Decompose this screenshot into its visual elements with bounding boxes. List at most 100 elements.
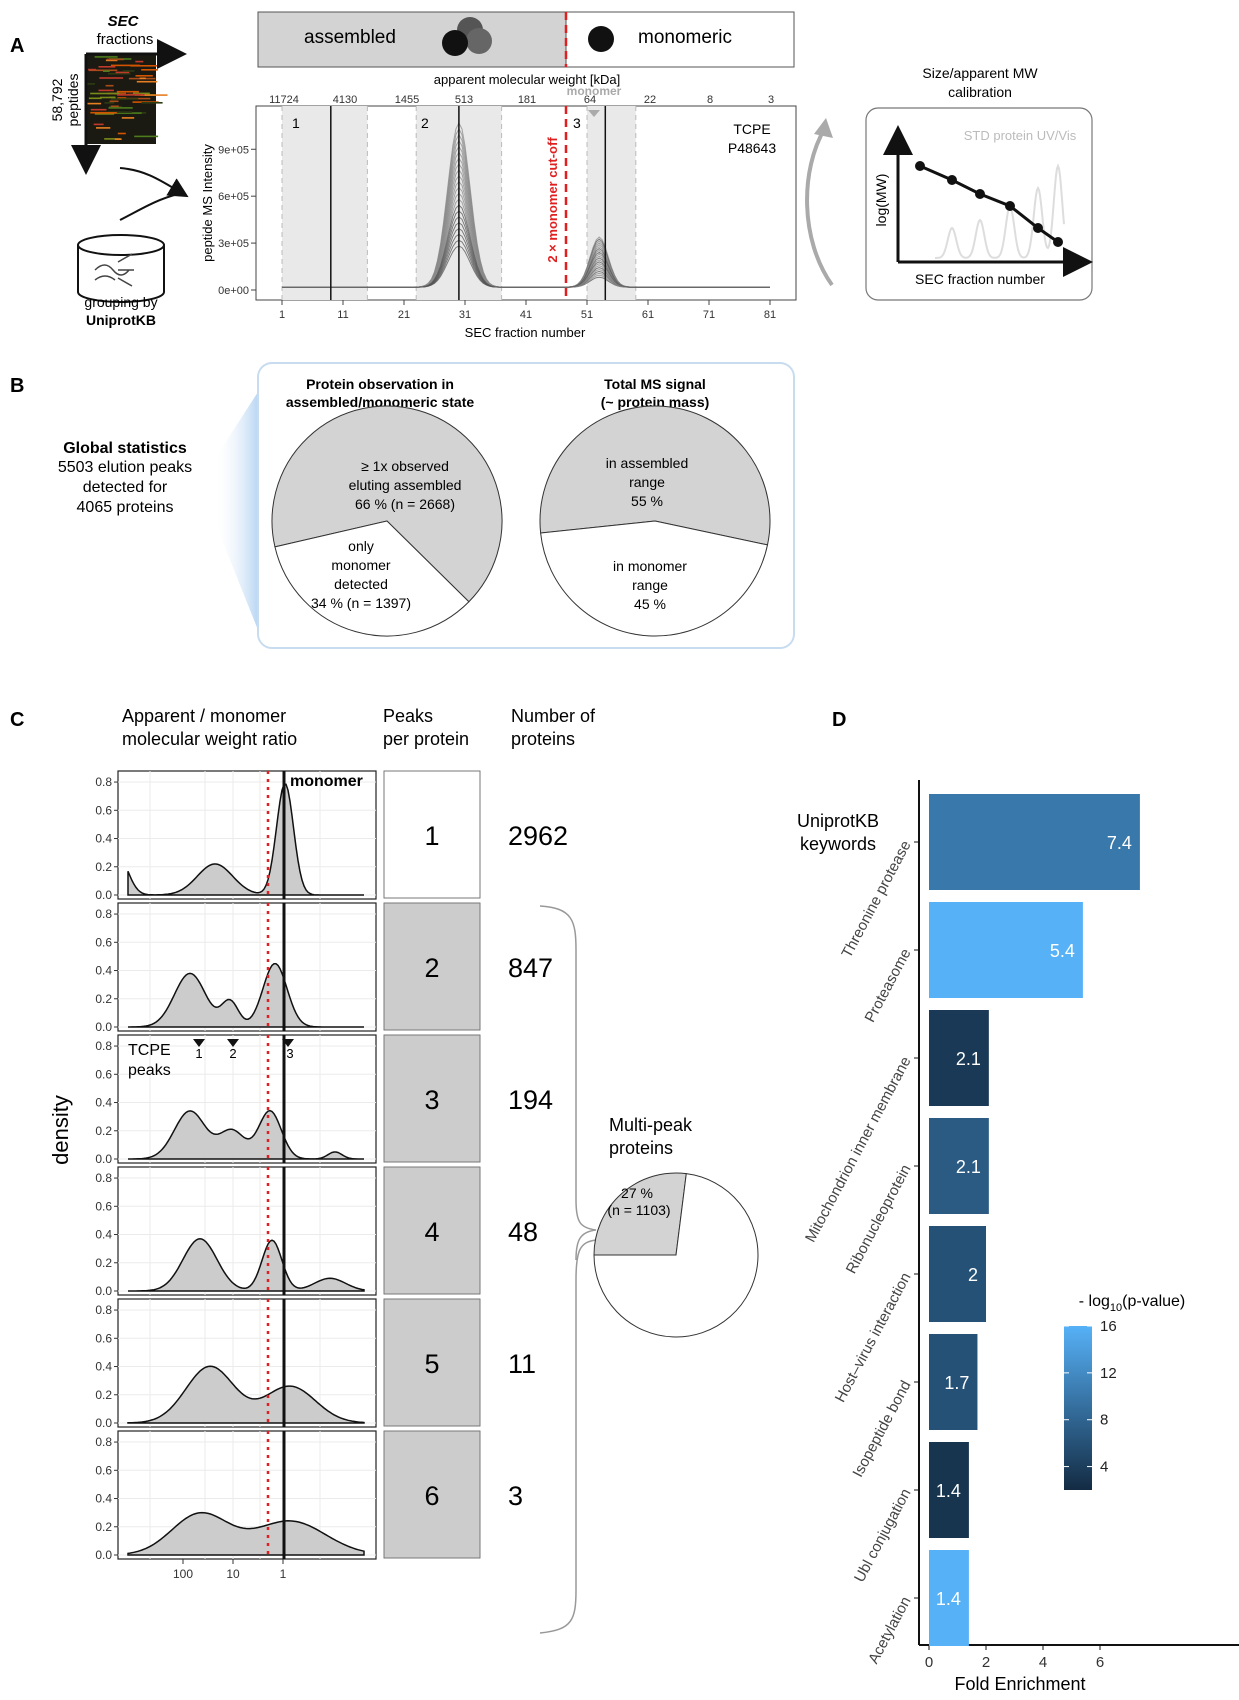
multi-peak-brace-lower bbox=[539, 1239, 597, 1634]
heatmap-stripe bbox=[100, 96, 116, 99]
protein-name: TCPE bbox=[733, 121, 770, 137]
calibration-point bbox=[975, 189, 985, 199]
density-y-tick-label: 0.6 bbox=[95, 803, 112, 817]
elution-y-title: peptide MS Intensity bbox=[200, 144, 215, 262]
density-y-tick-label: 0.8 bbox=[95, 1171, 112, 1185]
protein-count: 194 bbox=[508, 1085, 553, 1115]
global-stats-line-3: 4065 proteins bbox=[77, 499, 174, 516]
tcpe-marker bbox=[282, 1039, 294, 1047]
c-col1-header-2: molecular weight ratio bbox=[122, 729, 297, 749]
pie1-monomer-4: 34 % (n = 1397) bbox=[311, 595, 411, 611]
pie1-title-1: Protein observation in bbox=[306, 376, 454, 392]
database-icon bbox=[77, 234, 165, 303]
fold-enrichment-title: Fold Enrichment bbox=[954, 1674, 1085, 1694]
mw-tick-label: 11724 bbox=[269, 94, 299, 106]
heatmap-stripe bbox=[109, 100, 119, 103]
density-x-tick-label: 100 bbox=[173, 1567, 193, 1581]
density-y-tick-label: 0.2 bbox=[95, 1388, 112, 1402]
density-panel: 0.0 0.2 0.4 0.6 0.8 bbox=[95, 902, 377, 1034]
peak-window-shade bbox=[282, 106, 368, 300]
peak-label-2: 2 bbox=[421, 115, 429, 131]
pie1-title-2: assembled/monomeric state bbox=[286, 394, 475, 410]
global-stats-line-2: detected for bbox=[83, 479, 168, 496]
enrichment-value: 1.7 bbox=[944, 1373, 969, 1393]
mw-tick-label: 3 bbox=[768, 94, 774, 106]
density-y-tick-label: 0.2 bbox=[95, 1520, 112, 1534]
density-curve bbox=[127, 1365, 365, 1424]
density-curve bbox=[128, 1109, 364, 1160]
pie2-assembled-2: range bbox=[629, 474, 665, 490]
density-y-tick-label: 0.0 bbox=[95, 888, 112, 902]
x-tick-label: 4 bbox=[1039, 1654, 1047, 1671]
density-y-tick-label: 0.0 bbox=[95, 1416, 112, 1430]
density-panel: 0.0 0.2 0.4 0.6 0.8 bbox=[95, 1034, 377, 1166]
density-curve bbox=[128, 1238, 365, 1292]
heatmap-stripe bbox=[88, 68, 97, 71]
merge-arrow-bottom bbox=[119, 193, 179, 221]
heatmap-stripe bbox=[117, 97, 127, 99]
x-tick-label: 81 bbox=[764, 309, 776, 321]
enrichment-value: 1.4 bbox=[936, 1481, 961, 1501]
density-x-tick-label: 10 bbox=[226, 1567, 240, 1581]
mw-tick-label: 513 bbox=[455, 94, 473, 106]
enrichment-value: 2.1 bbox=[956, 1157, 981, 1177]
keyword-label: Acetylation bbox=[865, 1594, 914, 1667]
peaks-value: 4 bbox=[424, 1217, 439, 1247]
calibration-point bbox=[915, 161, 925, 171]
heatmap-stripe bbox=[93, 123, 104, 126]
heatmap-stripe bbox=[105, 59, 118, 62]
multi-pie-n: (n = 1103) bbox=[607, 1202, 670, 1218]
heatmap-stripe bbox=[133, 92, 150, 95]
density-y-tick-label: 0.8 bbox=[95, 1039, 112, 1053]
heatmap-stripe bbox=[117, 132, 126, 135]
keywords-title-2: keywords bbox=[800, 834, 876, 854]
heatmap-stripe bbox=[122, 70, 135, 72]
multi-peak-brace-upper bbox=[539, 905, 597, 1261]
heatmap-stripe bbox=[110, 64, 140, 67]
density-y-tick-label: 0.0 bbox=[95, 1020, 112, 1034]
peak-label-3: 3 bbox=[573, 115, 581, 131]
heatmap-stripe bbox=[94, 112, 117, 114]
calibration-arrow bbox=[805, 126, 834, 287]
peaks-value: 6 bbox=[424, 1481, 439, 1511]
elution-chart bbox=[255, 105, 797, 301]
peaks-box bbox=[383, 1298, 481, 1427]
heatmap-stripe bbox=[105, 84, 114, 87]
grouping-label: grouping by bbox=[84, 294, 157, 310]
protein-count: 847 bbox=[508, 953, 553, 983]
elution-x-title: SEC fraction number bbox=[465, 325, 586, 340]
observation-pie bbox=[271, 405, 503, 637]
tcpe-marker bbox=[193, 1039, 205, 1047]
heatmap-stripe bbox=[107, 111, 132, 113]
peaks-box bbox=[383, 1034, 481, 1163]
panel-label-c: C bbox=[10, 709, 24, 731]
density-y-tick-label: 0.2 bbox=[95, 1124, 112, 1138]
enrichment-bar bbox=[929, 794, 1140, 890]
heatmap-stripe bbox=[117, 94, 145, 96]
heatmap-stripe bbox=[98, 89, 114, 92]
heatmap-stripe bbox=[88, 97, 102, 100]
peak-label-1: 1 bbox=[292, 115, 300, 131]
y-tick-label: 0e+00 bbox=[218, 285, 249, 297]
std-protein-label: STD protein UV/Vis bbox=[964, 128, 1077, 143]
enrichment-bar bbox=[929, 1442, 969, 1538]
peaks-value: 3 bbox=[424, 1085, 439, 1115]
observation-pie-slice bbox=[274, 520, 470, 637]
merge-arrow-top bbox=[119, 167, 189, 198]
enrichment-chart: 0 2 4 6 7.4 Threonine protease 5.4 Proteasome 2.… bbox=[800, 780, 1239, 1671]
heatmap-stripe bbox=[94, 113, 115, 115]
density-y-tick-label: 0.6 bbox=[95, 1067, 112, 1081]
multi-peak-title-2: proteins bbox=[609, 1138, 673, 1158]
legend-tick-label: 12 bbox=[1100, 1365, 1117, 1382]
peaks-box bbox=[383, 1166, 481, 1295]
x-tick-label: 31 bbox=[459, 309, 471, 321]
heatmap-stripe bbox=[115, 71, 130, 74]
keywords-title-1: UniprotKB bbox=[797, 811, 879, 831]
mw-monomer-label: monomer bbox=[567, 84, 622, 98]
c-col3-header-1: Number of bbox=[511, 706, 596, 726]
x-tick-label: 0 bbox=[925, 1654, 933, 1671]
heatmap-stripe bbox=[135, 60, 144, 63]
calibration-arrow-head bbox=[814, 118, 833, 138]
keyword-label: Proteasome bbox=[862, 946, 915, 1025]
